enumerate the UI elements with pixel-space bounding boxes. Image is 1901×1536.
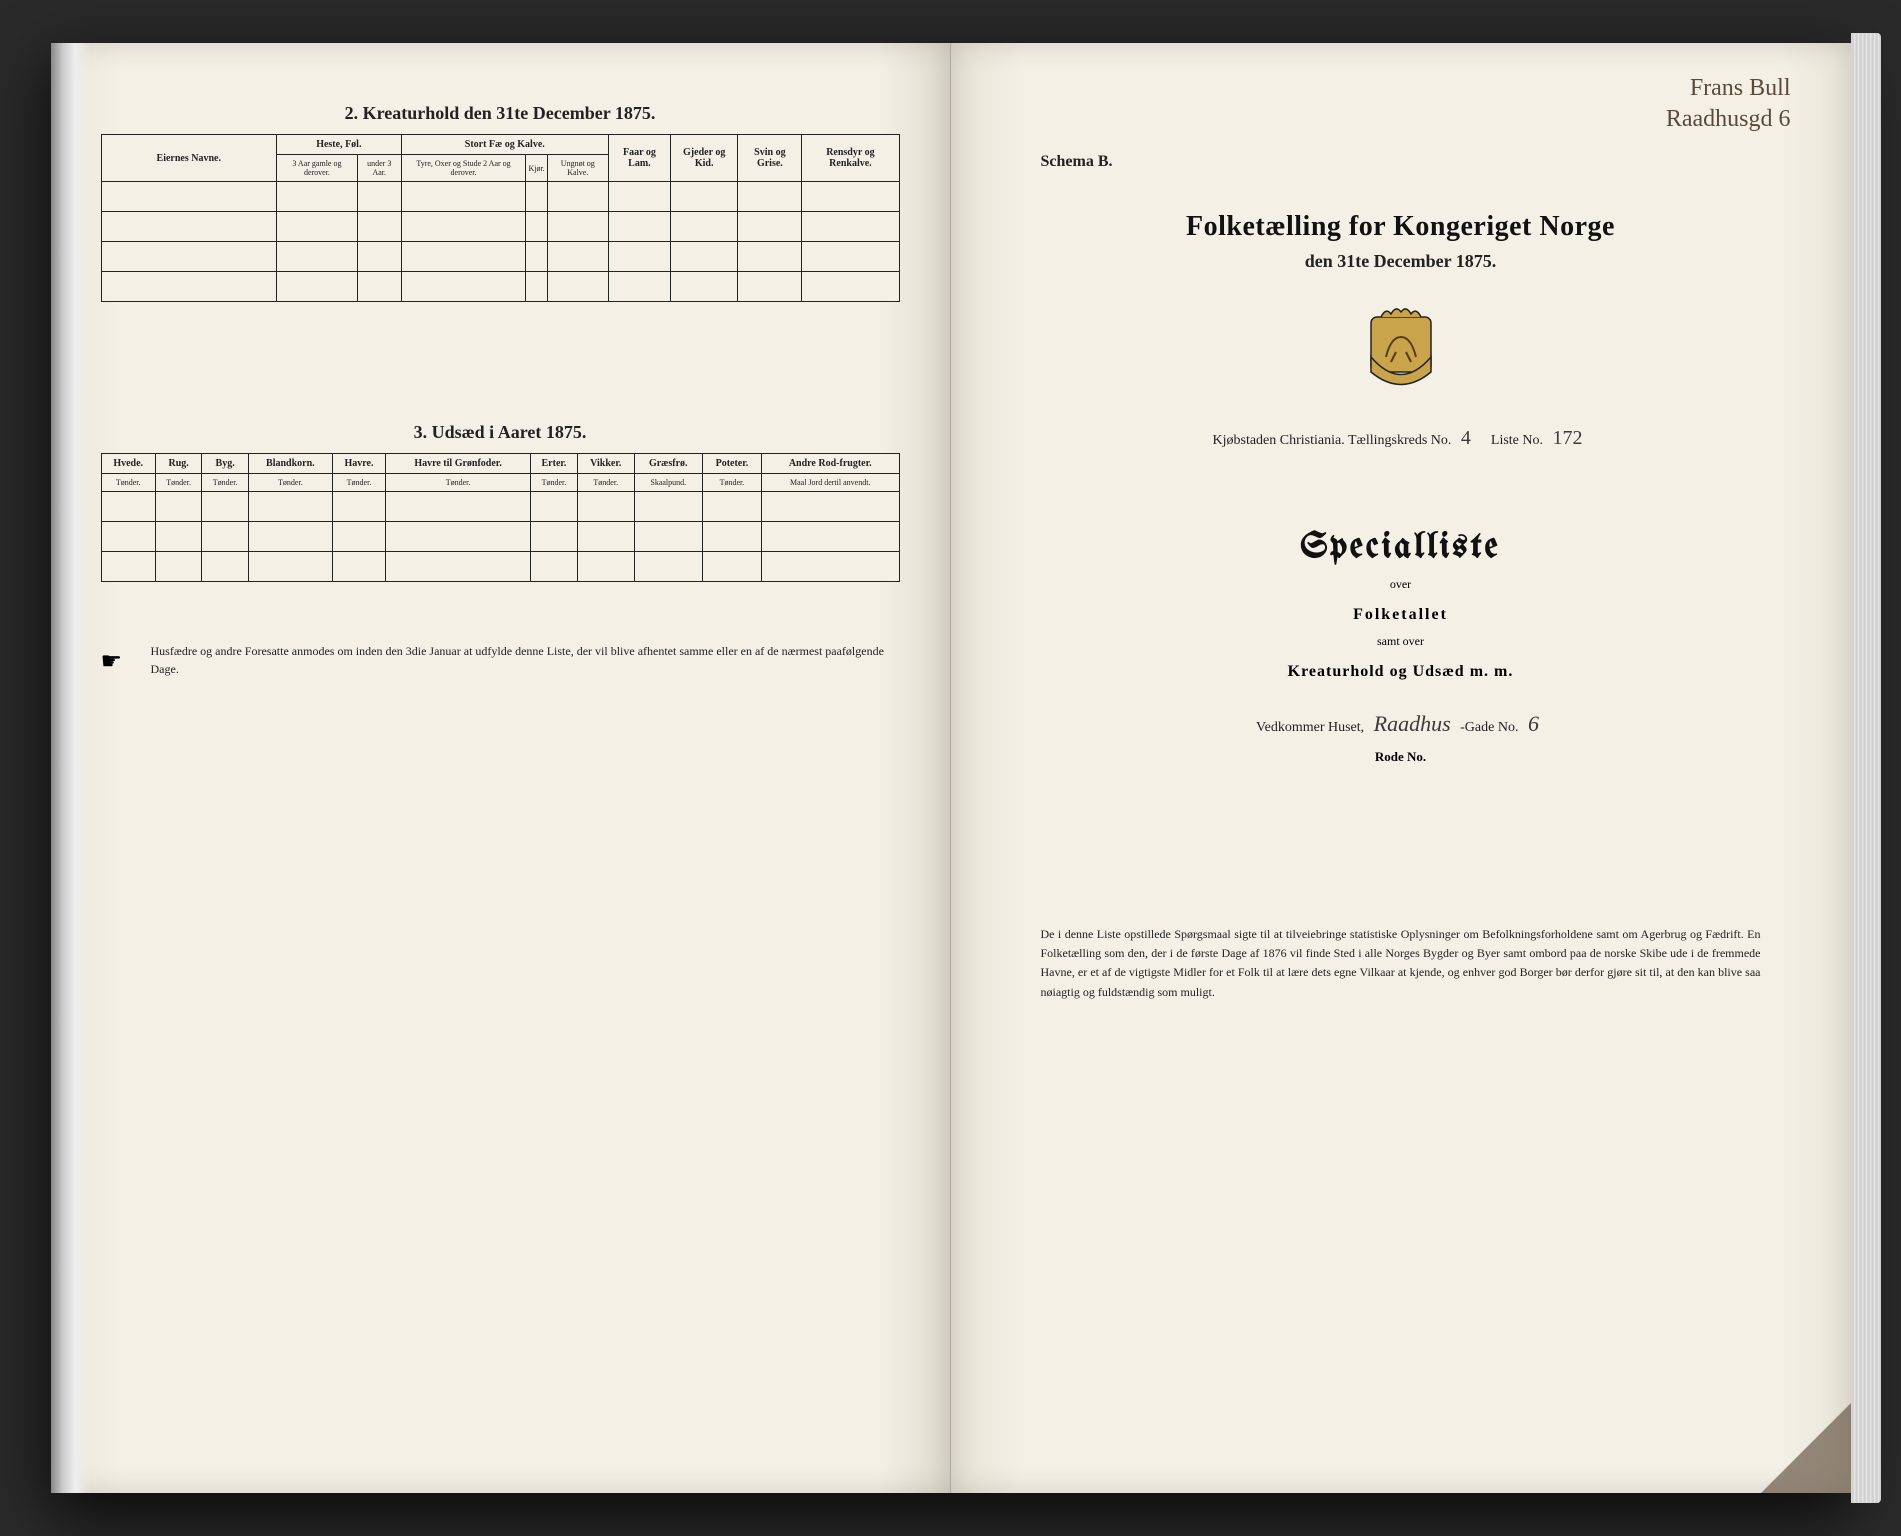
col-stort-a: Tyre, Oxer og Stude 2 Aar og derover. [401,155,526,182]
vedkommer-prefix: Vedkommer Huset, [1256,720,1364,735]
pointing-hand-icon: ☛ [101,644,123,680]
col-poteter: Poteter. [702,454,761,474]
liste-label: Liste No. [1491,433,1543,448]
unit: Skaalpund. [634,474,702,492]
unit: Maal Jord dertil anvendt. [761,474,899,492]
col-byg: Byg. [202,454,248,474]
table-row [101,242,899,272]
col-faar: Faar og Lam. [608,135,670,182]
table-row [101,522,899,552]
samt-over-label: samt over [1001,634,1801,649]
gade-label: -Gade No. [1460,720,1518,735]
kreds-number: 4 [1455,427,1477,449]
col-blandkorn: Blandkorn. [248,454,332,474]
table-row [101,552,899,582]
col-rensdyr: Rensdyr og Renkalve. [802,135,899,182]
unit: Tønder. [577,474,634,492]
unit: Tønder. [155,474,201,492]
left-footnote: ☛ Husfædre og andre Foresatte anmodes om… [101,642,900,678]
book-spread: 2. Kreaturhold den 31te December 1875. E… [51,43,1851,1493]
specialliste-heading: Specialliste [1001,530,1801,567]
kreatur-label: Kreaturhold og Udsæd m. m. [1001,663,1801,681]
unit: Tønder. [101,474,155,492]
col-vikker: Vikker. [577,454,634,474]
page-corner-fold [1761,1403,1851,1493]
district-line: Kjøbstaden Christiania. Tællingskreds No… [1001,427,1801,450]
col-heste-b: under 3 Aar. [357,155,401,182]
section-2-title: 2. Kreaturhold den 31te December 1875. [101,103,900,124]
unit: Tønder. [332,474,385,492]
col-rug: Rug. [155,454,201,474]
left-page: 2. Kreaturhold den 31te December 1875. E… [51,43,951,1493]
page-stack [1851,33,1881,1503]
folketallet-label: Folketallet [1001,606,1801,624]
col-group-heste: Heste, Føl. [277,135,402,155]
col-erter: Erter. [531,454,578,474]
vedkommer-handwritten: Raadhus [1368,711,1457,736]
coat-of-arms-icon [1361,302,1441,392]
col-stort-b: Kjør. [526,155,547,182]
col-group-stort: Stort Fæ og Kalve. [401,135,608,155]
col-andre: Andre Rod-frugter. [761,454,899,474]
table-udsaed: Hvede. Rug. Byg. Blandkorn. Havre. Havre… [101,453,900,582]
col-heste-a: 3 Aar gamle og derover. [277,155,358,182]
bottom-paragraph: De i denne Liste opstillede Spørgsmaal s… [1041,925,1761,1002]
handwritten-annotation: Frans Bull Raadhusgd 6 [1666,73,1791,135]
table-row [101,182,899,212]
unit: Tønder. [202,474,248,492]
col-stort-c: Ungnøt og Kalve. [547,155,608,182]
unit: Tønder. [248,474,332,492]
census-title: Folketælling for Kongeriget Norge [1001,211,1801,243]
vedkommer-line: Vedkommer Huset, Raadhus -Gade No. 6 [1001,711,1801,737]
gade-number: 6 [1522,711,1545,736]
census-subtitle: den 31te December 1875. [1001,251,1801,272]
spine-edge [51,43,91,1493]
col-graesfro: Græsfrø. [634,454,702,474]
table-row [101,492,899,522]
unit: Tønder. [702,474,761,492]
schema-label: Schema B. [1041,153,1801,171]
footnote-text: Husfædre og andre Foresatte anmodes om i… [151,644,884,676]
unit: Tønder. [386,474,531,492]
col-hvede: Hvede. [101,454,155,474]
handwritten-line-1: Frans Bull [1666,73,1791,104]
kjobstad-prefix: Kjøbstaden Christiania. Tællingskreds No… [1213,433,1452,448]
col-havre-gron: Havre til Grønfoder. [386,454,531,474]
col-owner: Eiernes Navne. [101,135,277,182]
col-svin: Svin og Grise. [738,135,802,182]
table-kreaturhold: Eiernes Navne. Heste, Føl. Stort Fæ og K… [101,134,900,302]
liste-number: 172 [1547,427,1589,449]
rode-label: Rode No. [1001,749,1801,765]
table-row [101,272,899,302]
handwritten-line-2: Raadhusgd 6 [1666,104,1791,135]
right-page: Frans Bull Raadhusgd 6 Schema B. Folketæ… [951,43,1851,1493]
table-row [101,212,899,242]
unit: Tønder. [531,474,578,492]
col-gjeder: Gjeder og Kid. [670,135,738,182]
col-havre: Havre. [332,454,385,474]
over-label: over [1001,577,1801,592]
section-3-title: 3. Udsæd i Aaret 1875. [101,422,900,443]
